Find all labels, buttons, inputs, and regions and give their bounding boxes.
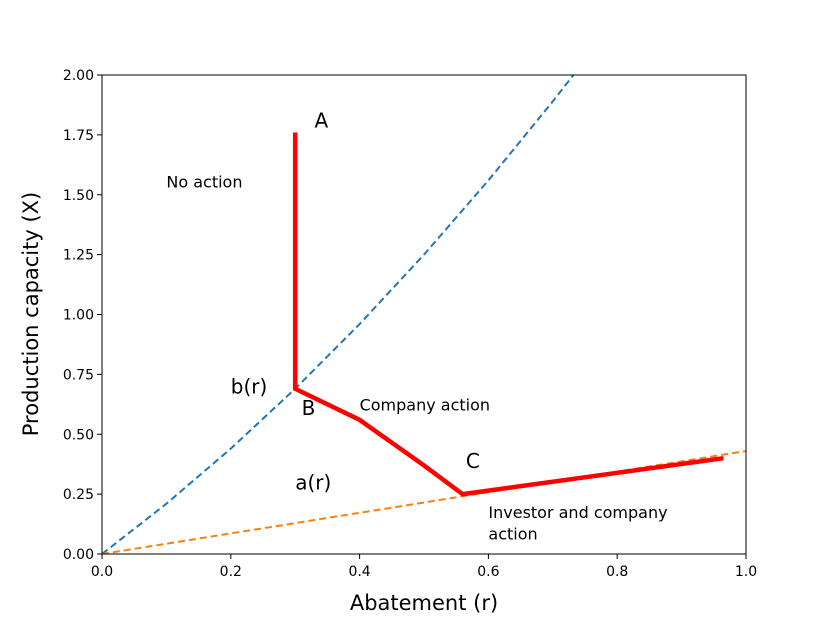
y-tick-label: 0.25 xyxy=(63,487,94,503)
x-tick-label: 1.0 xyxy=(735,564,757,580)
annotation: a(r) xyxy=(295,470,331,494)
x-tick-label: 0.2 xyxy=(220,564,242,580)
annotation: A xyxy=(315,109,329,133)
x-tick-label: 0.6 xyxy=(477,564,499,580)
y-axis-label: Production capacity (X) xyxy=(19,192,43,437)
annotation: Investor and company xyxy=(488,503,667,522)
x-axis-label: Abatement (r) xyxy=(350,591,498,615)
series-line xyxy=(292,132,724,497)
y-tick-label: 2.00 xyxy=(63,68,94,84)
annotation: Company action xyxy=(360,395,490,414)
annotation: action xyxy=(488,525,537,544)
x-tick-label: 0.8 xyxy=(606,564,628,580)
y-tick-label: 0.75 xyxy=(63,367,94,383)
y-tick-label: 1.50 xyxy=(63,188,94,204)
plot-frame xyxy=(101,74,747,555)
annotation: B xyxy=(302,396,316,420)
y-tick-label: 0.50 xyxy=(63,427,94,443)
y-tick-label: 0.00 xyxy=(63,547,94,563)
y-tick-label: 1.00 xyxy=(63,308,94,324)
annotation: No action xyxy=(166,173,242,192)
annotation: C xyxy=(466,449,480,473)
x-tick-label: 0.0 xyxy=(91,564,113,580)
x-tick-label: 0.4 xyxy=(348,564,370,580)
y-tick-label: 1.75 xyxy=(63,128,94,144)
series-line xyxy=(102,75,575,554)
annotation: b(r) xyxy=(231,375,268,399)
y-tick-label: 1.25 xyxy=(63,248,94,264)
